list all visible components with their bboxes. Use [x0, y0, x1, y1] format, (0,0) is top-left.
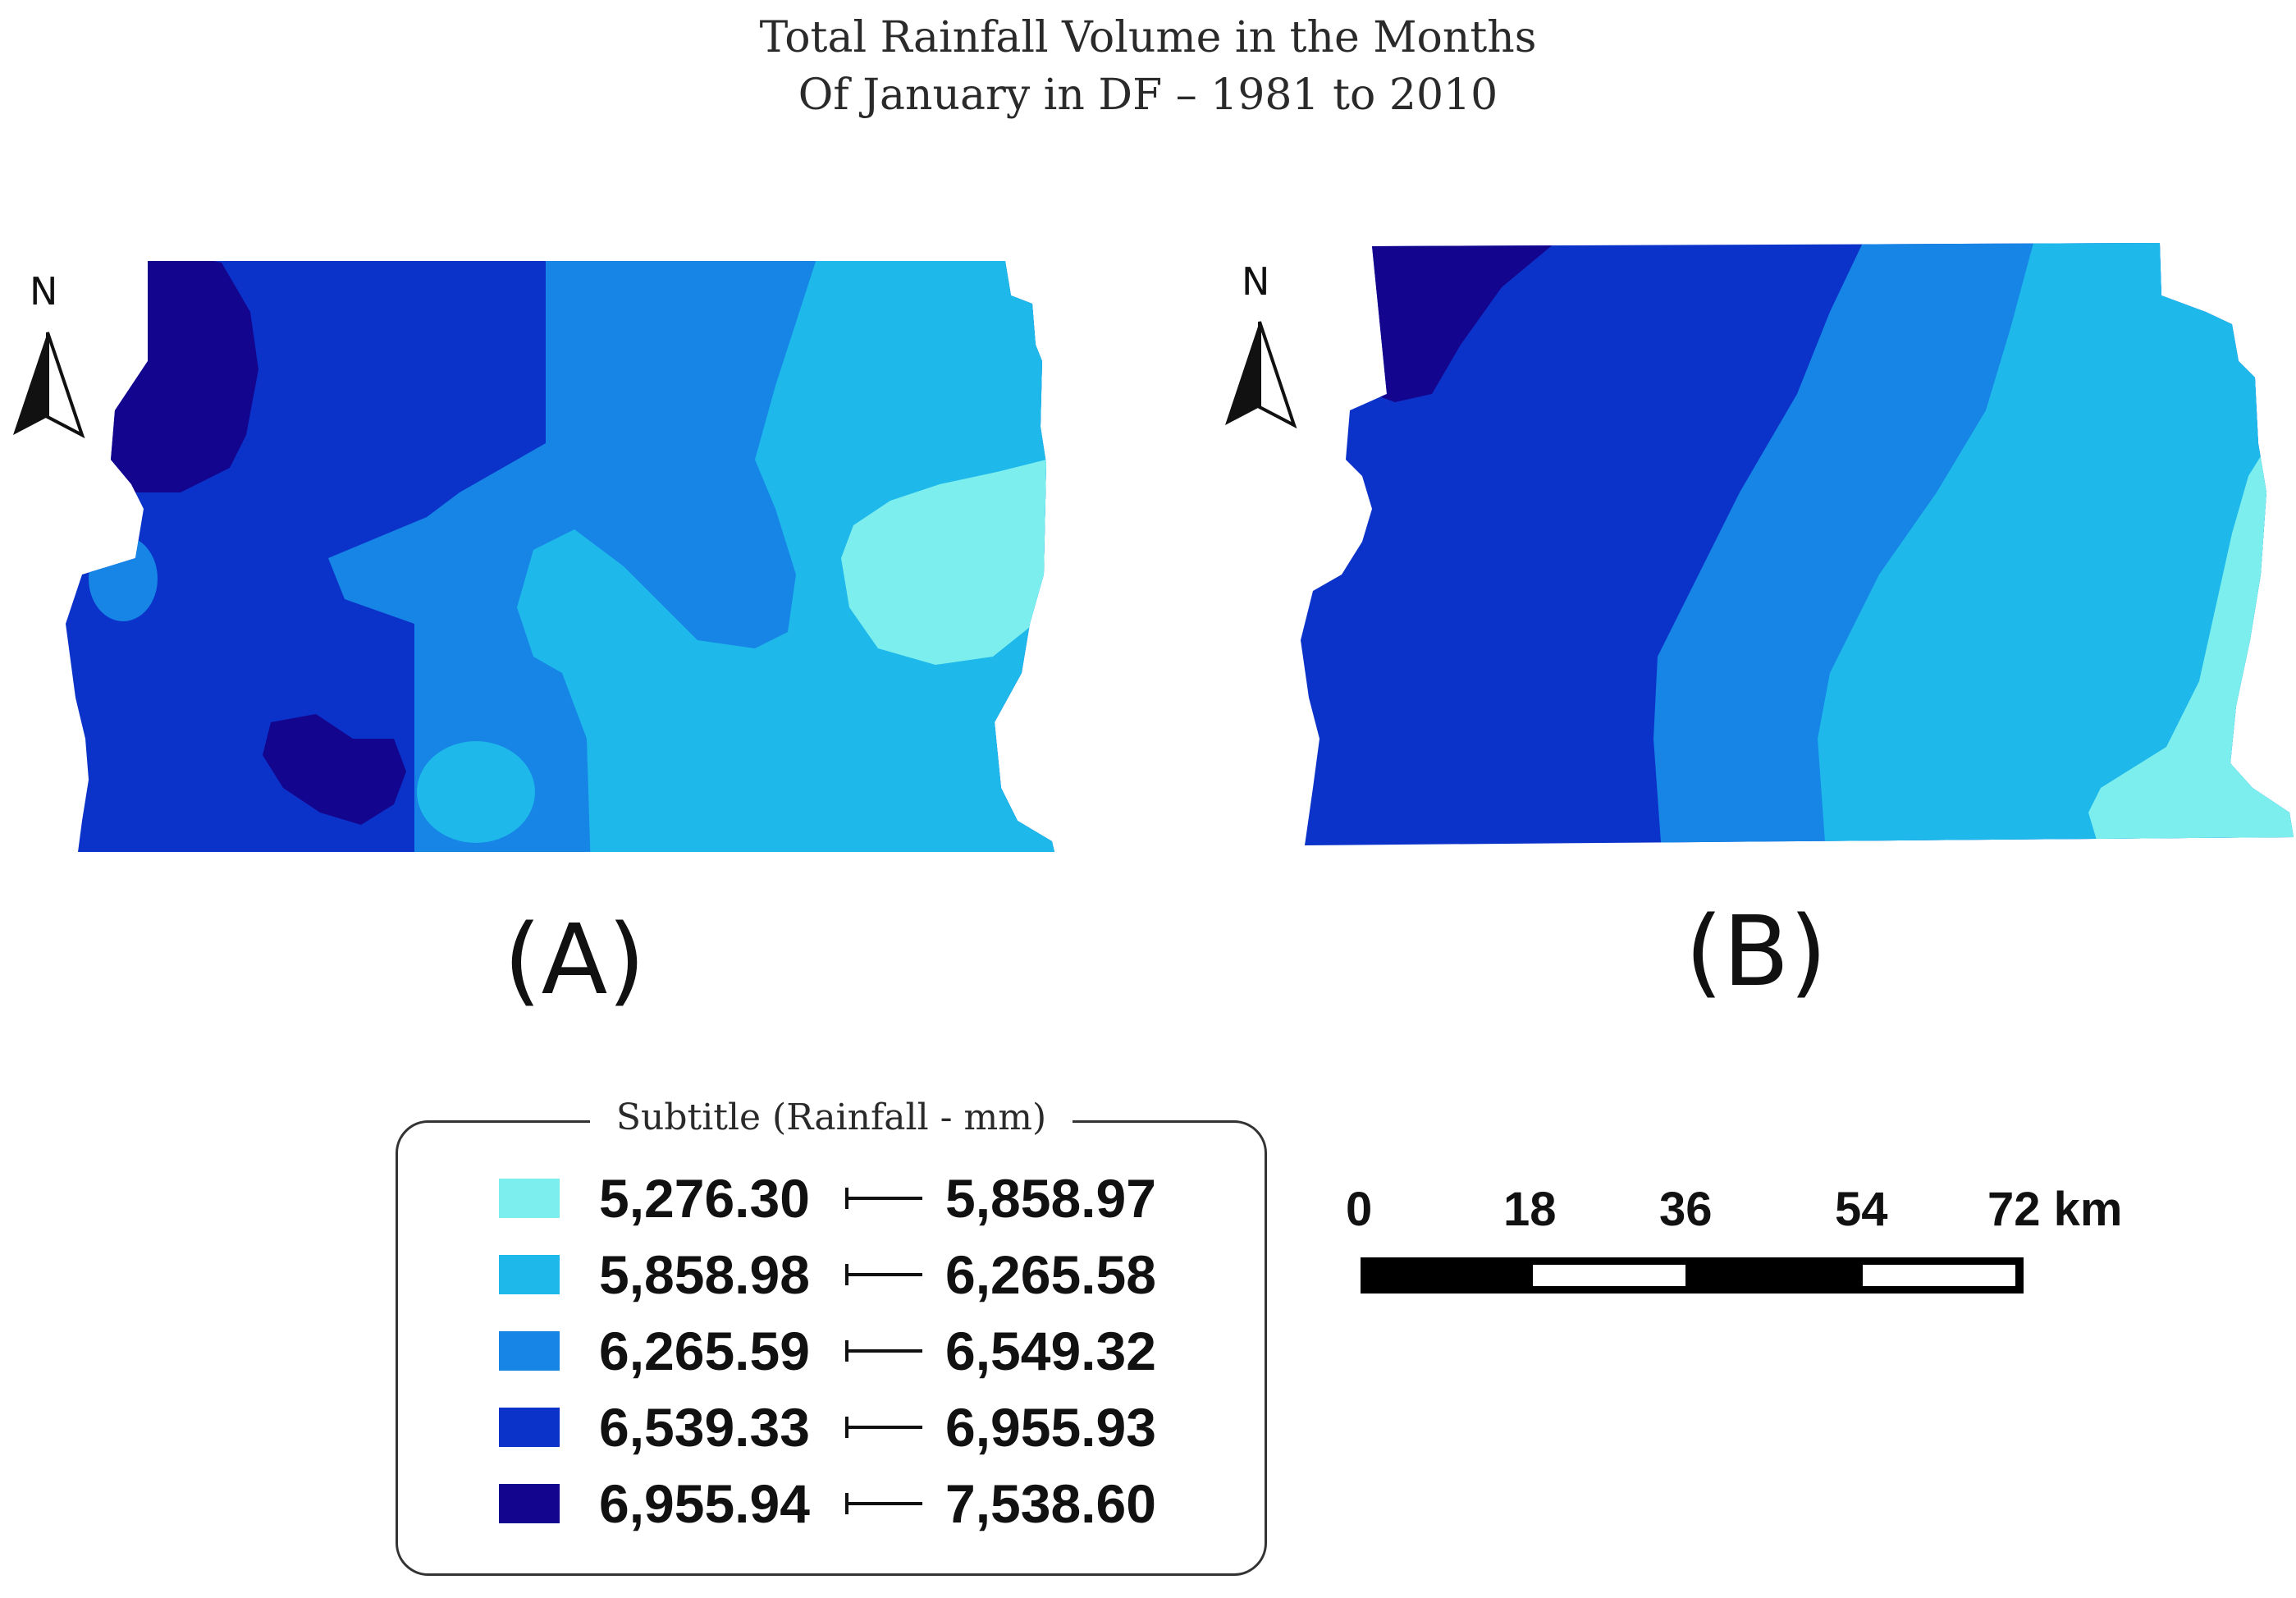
range-arrow-icon: [845, 1417, 922, 1438]
map-b-zone-5858: [1818, 243, 2294, 845]
panel-label-a: (A): [503, 903, 646, 1016]
map-a-zone-5276: [841, 460, 1046, 665]
legend-low-value: 5,276.30: [599, 1168, 810, 1229]
map-title-line-2: Of January in DF – 1981 to 2010: [798, 71, 1498, 120]
scale-tick-label: 18: [1503, 1183, 1557, 1236]
map-b: [1301, 243, 2294, 845]
range-arrow-icon: [845, 1493, 922, 1514]
scale-tick-label: 54: [1835, 1183, 1888, 1236]
legend-low-value: 6,265.59: [599, 1321, 810, 1381]
legend-high-value: 7,538.60: [945, 1473, 1156, 1534]
legend-swatch: [499, 1331, 560, 1371]
legend-title-text: Subtitle (Rainfall - mm): [589, 1097, 1073, 1138]
range-arrow-icon: [845, 1188, 922, 1209]
legend-high-value: 6,265.58: [945, 1244, 1156, 1305]
legend-high-value: 6,549.32: [945, 1321, 1156, 1381]
range-arrow-icon: [845, 1340, 922, 1362]
map-a-zone-6265-west: [89, 536, 158, 621]
north-label-a: N: [30, 269, 58, 314]
map-a-zone-6955-south: [263, 714, 406, 825]
scale-tick-label: 72 km: [1987, 1183, 2123, 1236]
north-arrow-a: [13, 332, 85, 439]
map-title-line-1: Total Rainfall Volume in the Months: [759, 13, 1537, 62]
map-b-zone-6955: [1372, 243, 1555, 402]
map-a-zone-6955-north: [78, 261, 258, 492]
legend-low-value: 6,539.33: [599, 1397, 810, 1458]
scale-tick-label: 36: [1659, 1183, 1713, 1236]
north-arrow-b: [1225, 321, 1297, 429]
legend-row: 5,276.30 5,858.97: [499, 1168, 1156, 1229]
scale-bar: [1361, 1257, 2024, 1294]
legend-swatch: [499, 1255, 560, 1294]
legend-row: 6,265.59 6,549.32: [499, 1321, 1156, 1381]
panel-label-b: (B): [1685, 895, 1827, 1008]
legend-swatch: [499, 1179, 560, 1218]
legend-title: Subtitle (Rainfall - mm): [0, 1097, 1663, 1138]
legend-swatch: [499, 1484, 560, 1523]
legend-row: 6,955.94 7,538.60: [499, 1473, 1156, 1534]
range-arrow-icon: [845, 1264, 922, 1285]
legend-high-value: 5,858.97: [945, 1168, 1156, 1229]
legend-low-value: 5,858.98: [599, 1244, 810, 1305]
legend-row: 6,539.33 6,955.93: [499, 1397, 1156, 1458]
map-a-zone-5858: [517, 261, 1054, 852]
scale-tick-label: 0: [1346, 1183, 1373, 1236]
legend-high-value: 6,955.93: [945, 1397, 1156, 1458]
legend-low-value: 6,955.94: [599, 1473, 810, 1534]
map-a-zone-5858-south: [417, 741, 535, 843]
map-a: [66, 261, 1054, 852]
north-label-b: N: [1242, 259, 1270, 304]
legend-swatch: [499, 1408, 560, 1447]
legend-row: 5,858.98 6,265.58: [499, 1244, 1156, 1305]
